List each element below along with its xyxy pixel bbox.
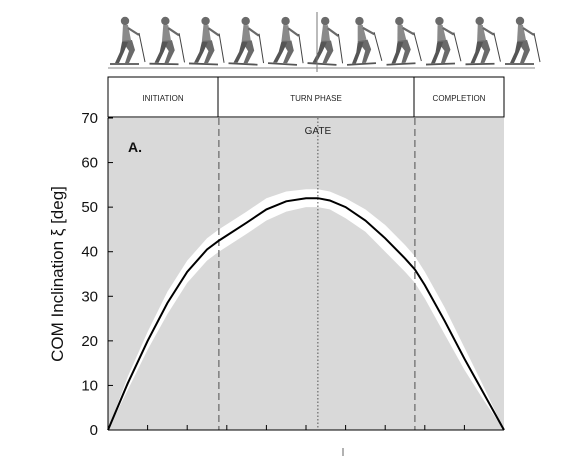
y-tick-label: 50 [81,199,98,216]
plot-background [108,118,504,430]
y-tick-label: 10 [81,377,98,394]
phase-label-turn-phase: TURN PHASE [290,94,342,103]
skier-figure-icon [425,16,462,66]
phase-boundary-lines [218,118,416,430]
skier-figure-icon [149,16,186,66]
skier-figure-icon [346,16,383,66]
phase-label-initiation: INITIATION [142,94,183,103]
y-tick-label: 20 [81,333,98,350]
mean-series-line [107,197,505,431]
skier-figure-icon [228,16,265,66]
y-tick-label: 70 [81,110,98,127]
skier-figure-icon [188,16,225,66]
y-axis-ticks: 0 10 20 30 40 50 60 70 [81,110,113,439]
skier-figure-icon [307,16,344,66]
skier-figure-icon [110,16,146,65]
phase-label-completion: COMPLETION [433,94,486,103]
skier-figure-icon [465,16,501,66]
skier-figure-icon [386,16,422,66]
x-axis-ticks [147,425,465,430]
skier-figure-icon [505,16,541,65]
y-tick-label: 60 [81,155,98,172]
y-tick-label: 0 [90,422,98,439]
phase-header: INITIATION TURN PHASE COMPLETION [107,76,505,118]
y-tick-label: 30 [81,288,98,305]
phase-box-initiation [107,76,219,118]
phase-box-completion [413,76,505,118]
y-tick-label: 40 [81,244,98,261]
y-axis-label: COM Inclination ξ [deg] [48,186,67,362]
gate-label: GATE [305,126,332,137]
panel-label: A. [128,139,142,155]
skier-figure-icon [267,16,304,66]
skier-sequence-strip [110,16,541,66]
